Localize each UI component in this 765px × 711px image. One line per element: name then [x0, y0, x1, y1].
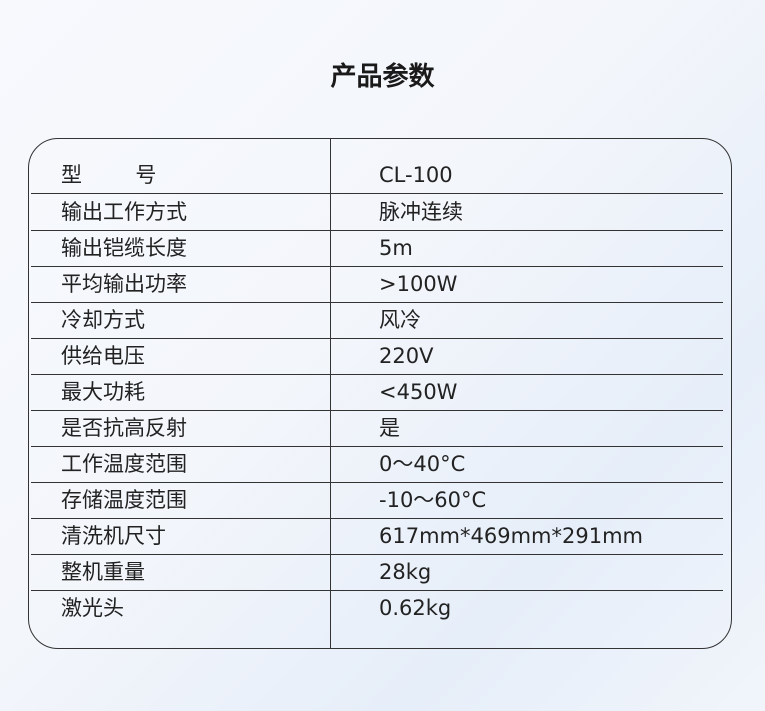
spec-label: 输出工作方式 — [61, 200, 187, 224]
spec-value: 脉冲连续 — [379, 200, 463, 224]
spec-label: 存储温度范围 — [61, 488, 187, 512]
spec-label: 冷却方式 — [61, 308, 145, 332]
spec-label: 供给电压 — [61, 344, 145, 368]
spec-value: 5m — [379, 236, 413, 260]
table-row: 存储温度范围 -10～60°C — [31, 482, 723, 519]
table-row: 清洗机尺寸 617mm*469mm*291mm — [31, 518, 723, 555]
spec-label: 输出铠缆长度 — [61, 236, 187, 260]
spec-value: -10～60°C — [379, 488, 487, 512]
page-title: 产品参数 — [330, 62, 435, 92]
table-row: 输出工作方式 脉冲连续 — [31, 194, 723, 231]
spec-value: 220V — [379, 344, 434, 368]
table-row: 输出铠缆长度 5m — [31, 230, 723, 267]
spec-label: 工作温度范围 — [61, 452, 187, 476]
column-divider — [330, 139, 331, 648]
spec-value: <450W — [379, 380, 458, 404]
spec-label: 激光头 — [61, 596, 124, 620]
spec-value: 是 — [379, 416, 400, 440]
spec-label: 型 号 — [61, 163, 157, 187]
spec-value: 风冷 — [379, 308, 421, 332]
table-row: 供给电压 220V — [31, 338, 723, 375]
spec-label: 平均输出功率 — [61, 272, 187, 296]
table-row: 工作温度范围 0～40°C — [31, 446, 723, 483]
spec-value: 28kg — [379, 560, 432, 584]
table-row: 整机重量 28kg — [31, 554, 723, 591]
spec-label: 清洗机尺寸 — [61, 524, 166, 548]
table-row: 是否抗高反射 是 — [31, 410, 723, 447]
spec-label: 是否抗高反射 — [61, 416, 187, 440]
table-row: 型 号 CL-100 — [31, 157, 723, 194]
spec-value: 0～40°C — [379, 452, 466, 476]
spec-value: 617mm*469mm*291mm — [379, 524, 643, 548]
spec-label: 整机重量 — [61, 560, 145, 584]
table-row: 激光头 0.62kg — [31, 590, 723, 626]
table-row: 平均输出功率 >100W — [31, 266, 723, 303]
spec-value: >100W — [379, 272, 458, 296]
table-row: 冷却方式 风冷 — [31, 302, 723, 339]
table-row: 最大功耗 <450W — [31, 374, 723, 411]
spec-value: CL-100 — [379, 163, 453, 187]
spec-value: 0.62kg — [379, 596, 452, 620]
spec-label: 最大功耗 — [61, 380, 145, 404]
spec-table: 型 号 CL-100 输出工作方式 脉冲连续输出铠缆长度 5m 平均输出功率 >100W 冷却… — [28, 138, 732, 649]
